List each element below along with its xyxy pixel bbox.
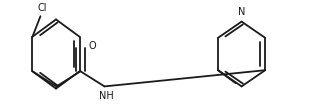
Text: Cl: Cl [37, 3, 47, 13]
Text: N: N [238, 7, 245, 17]
Text: NH: NH [99, 91, 113, 101]
Text: O: O [88, 41, 96, 51]
